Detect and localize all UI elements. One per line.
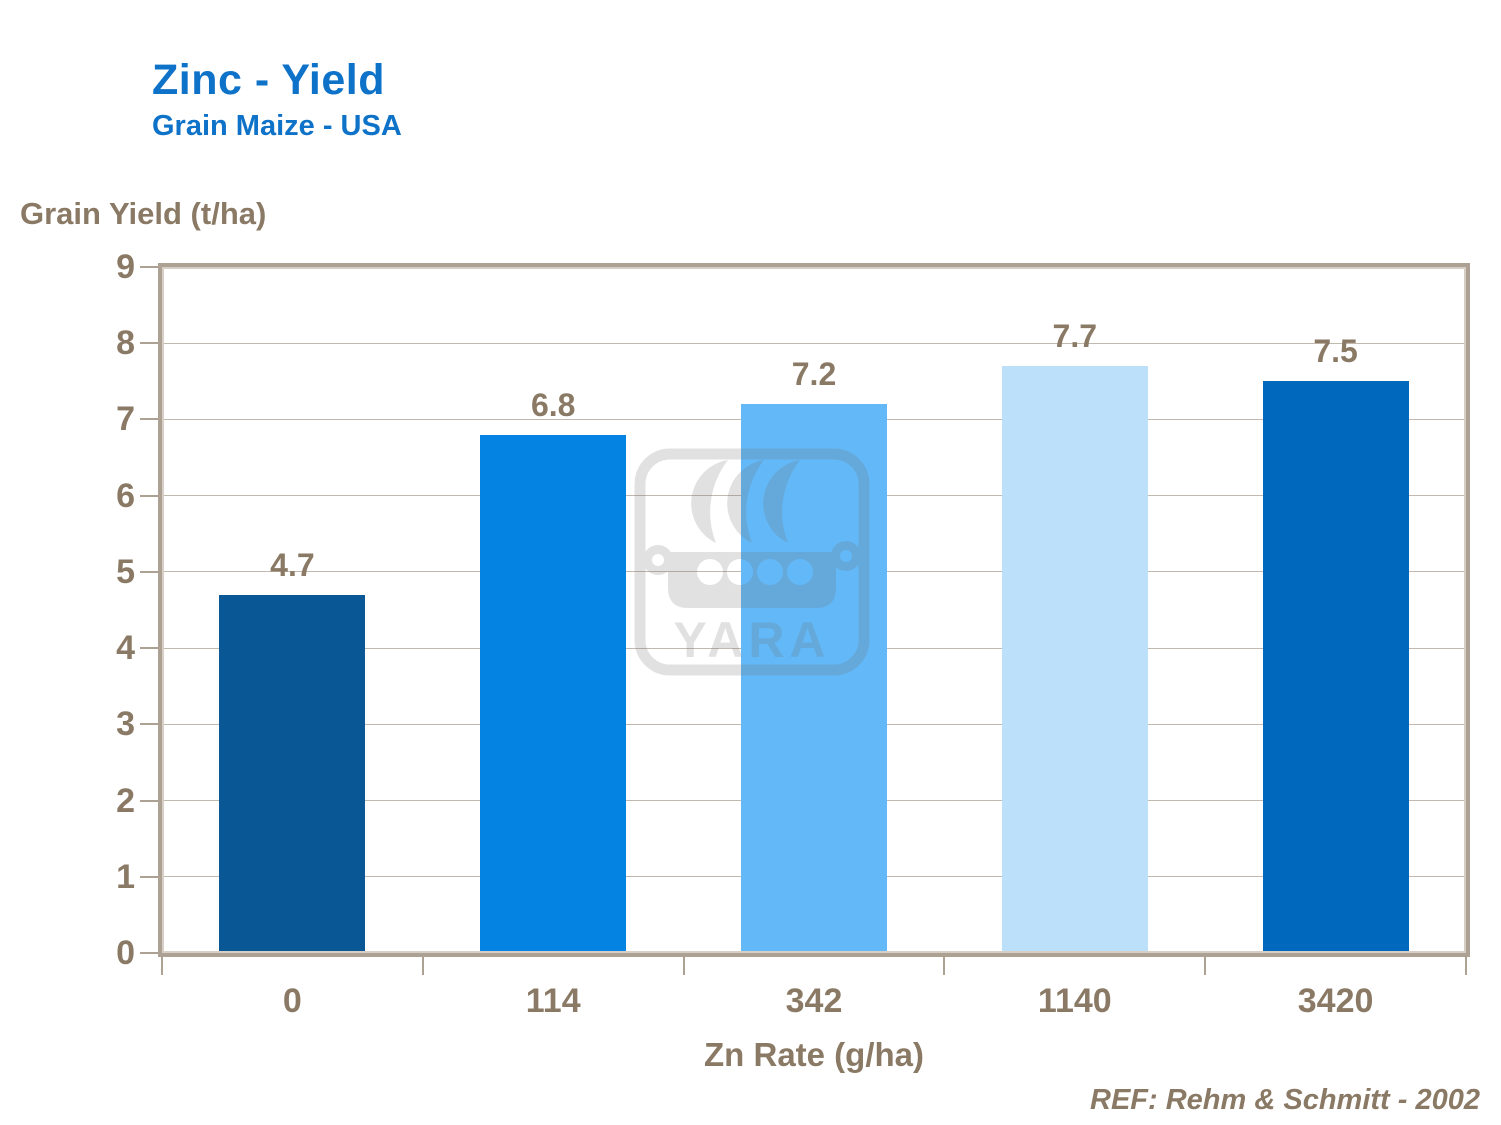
page-title: Zinc - Yield [152,56,385,104]
y-tick-label: 2 [116,781,135,820]
bar [219,594,366,953]
bar [1262,381,1409,953]
x-tick-label: 3420 [1297,982,1374,1020]
y-tick-label: 0 [116,934,135,972]
y-tick-mark [140,647,160,650]
y-tick-mark [140,570,160,573]
y-tick-mark [140,875,160,878]
y-tick-mark [140,266,160,268]
x-tick-mark [161,957,163,975]
watermark-sail-icon [691,460,728,543]
y-tick-label: 7 [116,400,135,439]
y-tick-mark [140,418,160,421]
y-tick-mark [140,952,160,954]
page-subtitle: Grain Maize - USA [152,110,402,142]
y-tick-label: 4 [116,629,135,668]
bar-value-label: 7.5 [1313,333,1358,370]
gridline [162,342,1466,344]
bar [741,404,887,953]
reference-citation: REF: Rehm & Schmitt - 2002 [1090,1084,1480,1116]
y-axis-title: Grain Yield (t/ha) [20,196,267,231]
bar [1001,366,1148,953]
y-tick-label: 6 [116,476,135,515]
x-tick-label: 1140 [1037,982,1112,1020]
x-tick-mark [421,957,424,975]
y-tick-label: 9 [116,248,135,286]
x-axis-title: Zn Rate (g/ha) [704,1036,924,1073]
bar [480,434,627,953]
y-tick-label: 3 [116,705,135,744]
y-tick-mark [140,799,160,802]
y-tick-mark [140,723,160,726]
x-tick-label: 0 [282,982,302,1020]
y-tick-label: 5 [116,552,135,591]
bar-value-label: 7.2 [791,356,837,393]
bar-value-label: 6.8 [530,386,576,423]
x-tick-mark [682,957,685,975]
bar-value-label: 4.7 [270,546,315,583]
x-tick-label: 114 [525,982,581,1020]
x-tick-mark [1465,957,1467,975]
y-tick-label: 1 [116,857,135,896]
x-tick-label: 342 [785,982,843,1020]
y-tick-label: 8 [116,324,135,363]
bar-value-label: 7.7 [1052,318,1098,355]
x-tick-mark [1204,957,1207,975]
y-tick-mark [140,494,160,497]
x-tick-mark [943,957,946,975]
y-tick-mark [140,342,160,345]
